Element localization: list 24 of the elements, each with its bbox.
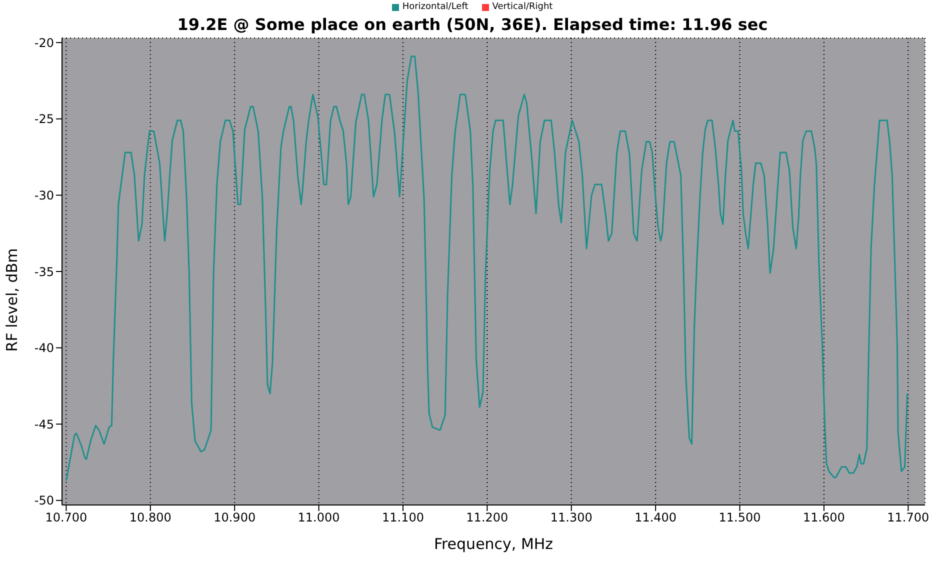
x-tick-label: 11.200 — [466, 510, 508, 525]
y-tick-label: -20 — [34, 36, 54, 50]
y-tick-label: -40 — [34, 341, 54, 356]
legend-label: Horizontal/Left — [402, 2, 468, 12]
x-tick-label: 11.100 — [382, 510, 424, 525]
y-tick-label: -45 — [34, 417, 54, 432]
x-tick-label: 11.500 — [718, 510, 761, 525]
y-tick-label: -35 — [34, 264, 54, 279]
x-tick-label: 11.400 — [634, 510, 677, 525]
y-axis-title: RF level, dBm — [3, 248, 21, 352]
legend-label: Vertical/Right — [492, 2, 553, 12]
x-tick-label: 10.700 — [45, 510, 88, 525]
x-tick-label: 11.300 — [550, 510, 592, 525]
x-axis-title: Frequency, MHz — [434, 535, 554, 553]
x-tick-label: 11.000 — [298, 510, 340, 525]
line-series — [65, 56, 908, 482]
y-tick-label: -50 — [34, 494, 54, 508]
x-tick-label: 10.900 — [214, 510, 256, 525]
x-tick-label: 11.700 — [887, 510, 930, 525]
y-tick-label: -30 — [34, 188, 54, 202]
x-tick-label: 10.800 — [129, 510, 172, 525]
x-tick-label: 11.600 — [802, 510, 845, 525]
y-tick-label: -25 — [34, 112, 54, 126]
chart-title: 19.2E @ Some place on earth (50N, 36E). Elapsed time: 11.96 sec — [176, 14, 769, 36]
